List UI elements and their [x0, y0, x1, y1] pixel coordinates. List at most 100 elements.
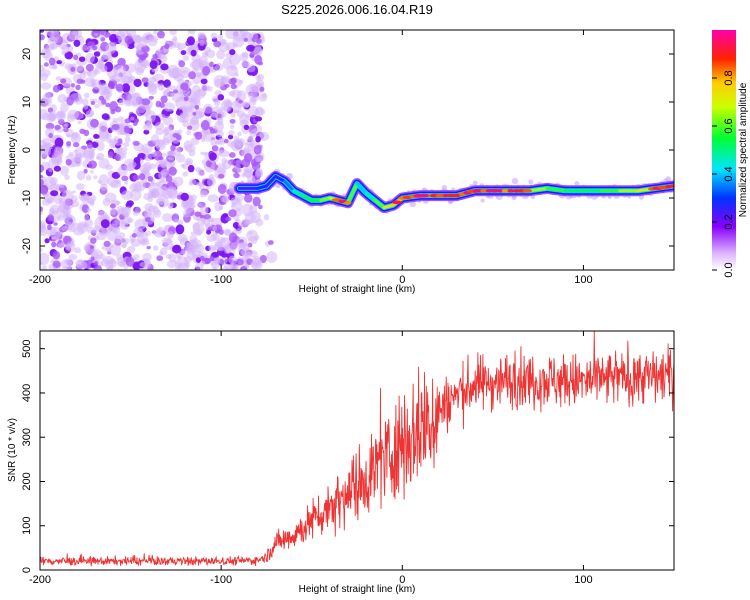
noise-blob: [109, 120, 120, 132]
noise-blob: [132, 174, 140, 181]
noise-blob: [199, 190, 208, 198]
noise-blob: [173, 89, 178, 94]
ridge-halo-blob: [472, 180, 478, 186]
noise-blob: [237, 131, 242, 137]
noise-blob: [200, 78, 208, 85]
noise-blob: [253, 145, 262, 155]
noise-blob: [105, 42, 117, 54]
noise-blob: [134, 218, 147, 231]
ridge-hotspot: [522, 189, 533, 193]
ridge-core-segment: [355, 182, 368, 195]
x-tick-label: -200: [29, 574, 51, 586]
noise-blob: [229, 119, 236, 124]
noise-blob: [53, 165, 62, 172]
noise-blob: [222, 57, 233, 70]
noise-blob: [61, 226, 67, 232]
noise-blob: [124, 136, 131, 143]
noise-blob: [117, 57, 126, 67]
ridge-core-segment: [364, 191, 377, 202]
ridge-hotspot: [490, 189, 500, 193]
snr-frame: [39, 330, 675, 571]
noise-blob: [164, 40, 170, 45]
noise-blob: [203, 103, 214, 114]
noise-blob: [163, 115, 173, 126]
noise-blob: [218, 255, 228, 265]
noise-blob: [90, 237, 97, 244]
noise-blob: [116, 31, 126, 40]
noise-blob: [131, 233, 137, 238]
noise-blob: [158, 53, 165, 60]
noise-blob: [175, 262, 183, 268]
noise-blob: [168, 253, 177, 262]
ridge-core-segment: [319, 196, 332, 202]
spectrogram-y-ticks: -20 -10 0 10 20: [21, 48, 674, 254]
noise-blob: [159, 251, 164, 255]
noise-blob: [109, 101, 118, 112]
noise-blob: [182, 70, 188, 74]
spectrogram-x-ticks: -200 -100 0 100: [29, 30, 593, 286]
noise-blob: [249, 129, 257, 138]
noise-blob: [40, 174, 44, 179]
noise-blob: [152, 30, 159, 35]
noise-blob: [61, 44, 70, 54]
noise-blob: [60, 165, 69, 176]
x-tick-label: -100: [210, 574, 232, 586]
noise-blob: [82, 98, 89, 106]
noise-blob: [109, 207, 117, 216]
noise-blob: [263, 214, 270, 221]
y-tick-label: 400: [21, 384, 33, 402]
noise-blob: [173, 244, 181, 250]
noise-blob: [254, 55, 263, 65]
noise-blob: [85, 63, 94, 72]
noise-blob: [107, 151, 114, 159]
noise-blob: [157, 30, 165, 39]
noise-blob: [108, 223, 119, 232]
noise-blob: [192, 111, 197, 116]
noise-blob: [98, 95, 105, 101]
noise-blob: [217, 34, 224, 40]
noise-blob: [209, 61, 214, 68]
noise-blob: [58, 197, 63, 203]
ridge-halo-blob: [665, 176, 672, 183]
noise-blob: [64, 214, 76, 226]
noise-blob: [66, 96, 74, 106]
noise-blob: [48, 57, 56, 66]
noise-blob: [199, 205, 209, 215]
noise-blob: [80, 193, 91, 204]
noise-blob: [163, 126, 173, 134]
noise-blob: [126, 200, 134, 207]
noise-blob: [64, 174, 70, 180]
noise-blob: [93, 51, 101, 57]
noise-blob: [162, 213, 173, 222]
noise-blob: [148, 76, 157, 83]
noise-blob: [132, 34, 141, 41]
noise-blob: [182, 210, 191, 218]
noise-blob: [93, 133, 100, 139]
noise-blob: [98, 83, 109, 91]
noise-blob: [166, 150, 177, 161]
noise-blob: [228, 90, 236, 97]
noise-blob: [73, 222, 78, 227]
noise-blob: [109, 75, 117, 82]
noise-blob: [105, 260, 113, 270]
noise-blob: [84, 92, 90, 99]
ridge-hotspot: [392, 200, 402, 205]
noise-blob: [117, 260, 126, 268]
noise-blob: [62, 190, 74, 201]
noise-blob: [197, 202, 202, 207]
noise-blob: [210, 112, 218, 118]
noise-blob: [223, 138, 229, 144]
noise-blob: [42, 92, 53, 104]
noise-blob: [214, 242, 224, 251]
noise-blob: [113, 155, 119, 160]
noise-blob: [86, 118, 99, 130]
noise-blob: [127, 246, 136, 253]
ridge-hotspot: [344, 201, 352, 205]
noise-blob: [254, 116, 263, 122]
noise-blob: [190, 60, 202, 70]
noise-blob: [241, 60, 251, 67]
noise-blob: [180, 82, 189, 91]
noise-blob: [134, 206, 142, 214]
noise-blob: [147, 176, 154, 182]
